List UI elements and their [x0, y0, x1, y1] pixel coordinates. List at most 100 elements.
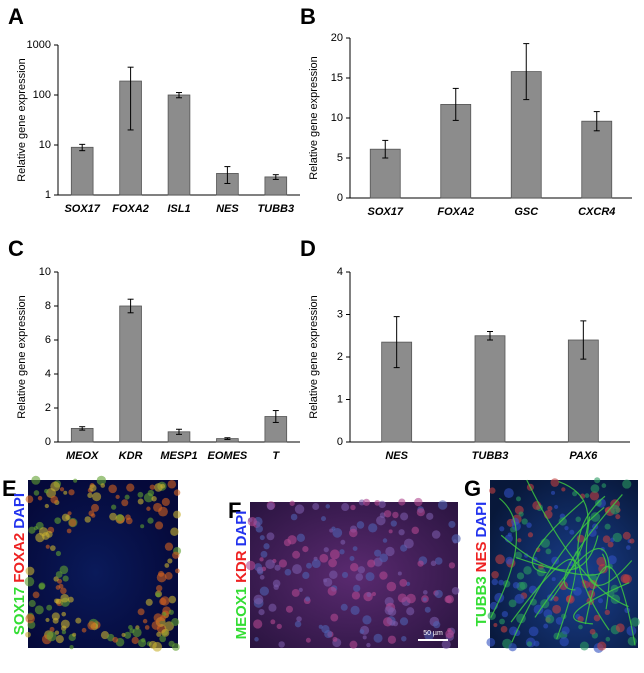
neurite	[577, 495, 610, 631]
cell	[359, 629, 365, 634]
cell	[349, 528, 358, 538]
neurite	[563, 494, 623, 591]
cell	[124, 494, 130, 500]
cell	[111, 504, 117, 510]
panel-label: A	[8, 4, 24, 29]
cell	[81, 627, 87, 633]
cell	[424, 606, 431, 613]
cell	[292, 550, 301, 559]
cell	[512, 581, 520, 589]
cell	[350, 605, 360, 615]
cell	[355, 573, 364, 581]
cell	[140, 524, 145, 529]
cell	[550, 478, 560, 487]
cell	[66, 528, 72, 534]
stain-name: DAPI	[233, 511, 250, 547]
cell	[32, 591, 40, 599]
cell	[161, 497, 170, 507]
x-tick-label: EOMES	[208, 450, 248, 462]
y-tick-label: 4	[337, 266, 343, 278]
cell	[154, 483, 163, 492]
cell	[168, 640, 175, 647]
cell	[547, 505, 553, 512]
x-tick-label: TUBB3	[257, 203, 294, 215]
cell	[341, 571, 349, 579]
cell	[37, 495, 43, 501]
cell	[156, 631, 162, 637]
cell	[50, 495, 59, 504]
cell	[629, 538, 635, 544]
cell	[54, 598, 60, 604]
cell	[46, 631, 57, 642]
cell	[527, 532, 534, 538]
cell	[362, 615, 372, 625]
cell	[153, 613, 163, 623]
cell	[328, 558, 337, 568]
cell	[424, 630, 434, 641]
cell	[367, 559, 376, 568]
cell	[73, 478, 78, 483]
cell	[400, 512, 409, 521]
cell	[154, 521, 164, 530]
cell	[499, 618, 505, 625]
cell	[258, 609, 265, 616]
cell	[323, 577, 333, 587]
cell	[411, 526, 420, 535]
neurite	[490, 497, 517, 618]
y-tick-label: 6	[45, 334, 51, 346]
cell	[526, 522, 532, 528]
cell	[126, 483, 135, 492]
cell	[259, 557, 264, 562]
cell	[61, 611, 67, 617]
cell	[577, 615, 584, 623]
cell	[569, 529, 575, 535]
cell	[265, 559, 275, 569]
cell	[272, 579, 281, 588]
x-tick-label: SOX17	[64, 203, 100, 215]
cell	[533, 640, 540, 647]
cell	[24, 576, 35, 587]
cell	[46, 604, 53, 611]
stain-name: TUBB3	[473, 576, 490, 626]
cell	[259, 586, 269, 596]
cell	[434, 589, 443, 599]
cell	[31, 475, 41, 485]
cell	[137, 491, 144, 498]
cell	[25, 613, 35, 624]
cell	[445, 629, 454, 639]
cell	[414, 497, 423, 507]
cell	[131, 636, 139, 645]
cell	[167, 479, 177, 489]
x-tick-label: NES	[216, 203, 239, 215]
cell	[622, 531, 631, 540]
cell	[62, 575, 69, 582]
cell	[253, 594, 264, 605]
cell	[90, 513, 96, 518]
cell	[50, 481, 61, 492]
cell	[417, 560, 424, 567]
cell	[351, 591, 361, 600]
stain-name: NES	[473, 541, 490, 572]
cell	[350, 504, 356, 511]
cell	[503, 488, 514, 499]
cell	[45, 544, 50, 549]
cell	[390, 520, 397, 527]
y-tick-label: 3	[337, 308, 343, 320]
x-tick-label: NES	[385, 450, 408, 462]
cell	[374, 549, 382, 557]
x-tick-label: FOXA2	[437, 206, 474, 218]
cell	[498, 579, 504, 586]
cell	[448, 520, 456, 528]
cell	[124, 631, 132, 639]
y-tick-label: 2	[337, 351, 343, 363]
cell	[69, 645, 74, 650]
cell	[501, 610, 509, 618]
cell	[55, 550, 62, 557]
cell	[366, 592, 372, 598]
cell	[495, 554, 505, 565]
cell	[170, 527, 179, 536]
cell	[168, 609, 174, 615]
cell	[87, 492, 93, 499]
cell	[116, 514, 124, 522]
cell	[604, 523, 611, 530]
